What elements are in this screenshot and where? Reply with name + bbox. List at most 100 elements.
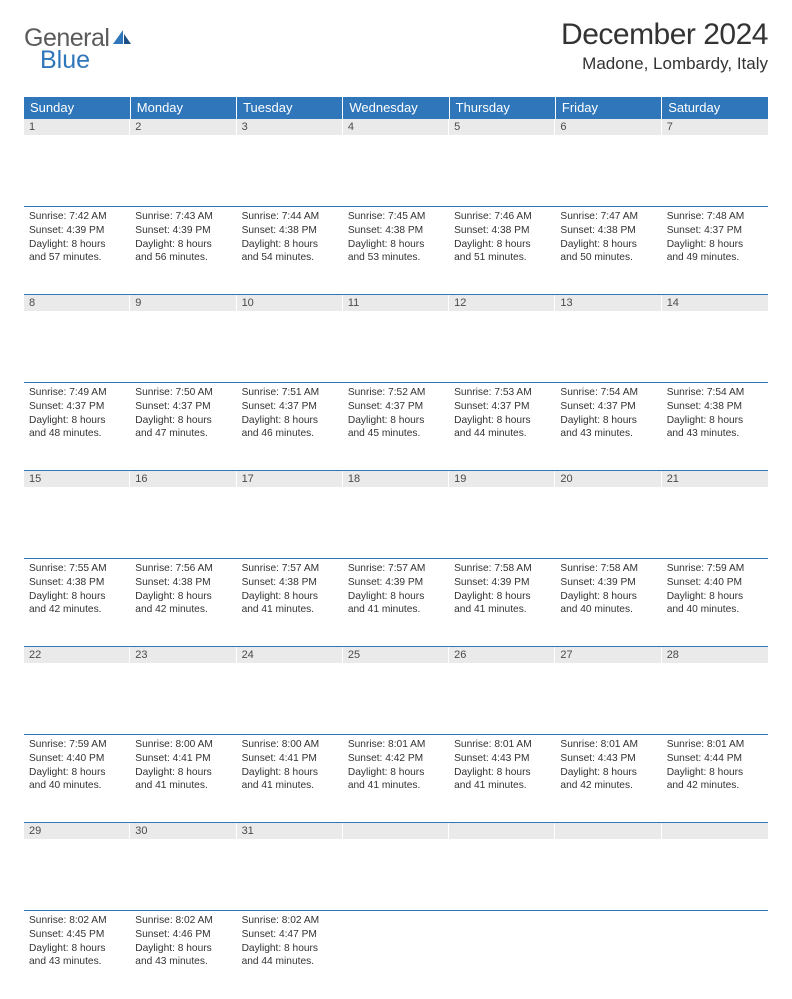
daylight-line-2: and 41 minutes.: [348, 779, 444, 793]
day-number: 14: [662, 295, 768, 311]
sunrise-line: Sunrise: 7:44 AM: [242, 210, 338, 224]
day-number: 17: [237, 471, 343, 487]
daylight-line-1: Daylight: 8 hours: [29, 414, 125, 428]
sunrise-line: Sunrise: 7:53 AM: [454, 386, 550, 400]
sunrise-line: Sunrise: 7:45 AM: [348, 210, 444, 224]
daylight-line-1: Daylight: 8 hours: [454, 590, 550, 604]
daylight-line-2: and 54 minutes.: [242, 251, 338, 265]
sunrise-line: Sunrise: 8:02 AM: [29, 914, 125, 928]
sunrise-line: Sunrise: 7:56 AM: [135, 562, 231, 576]
day-cell: Sunrise: 7:54 AMSunset: 4:37 PMDaylight:…: [555, 383, 661, 445]
daylight-line-2: and 56 minutes.: [135, 251, 231, 265]
day-number: 3: [237, 119, 343, 135]
day-cell: Sunrise: 7:49 AMSunset: 4:37 PMDaylight:…: [24, 383, 130, 445]
sunset-line: Sunset: 4:37 PM: [348, 400, 444, 414]
sunrise-line: Sunrise: 7:57 AM: [242, 562, 338, 576]
weekday-header-row: SundayMondayTuesdayWednesdayThursdayFrid…: [24, 97, 768, 119]
sunset-line: Sunset: 4:38 PM: [348, 224, 444, 238]
daylight-line-2: and 40 minutes.: [560, 603, 656, 617]
sunrise-line: Sunrise: 8:01 AM: [348, 738, 444, 752]
daylight-line-1: Daylight: 8 hours: [29, 238, 125, 252]
daylight-line-2: and 41 minutes.: [454, 603, 550, 617]
sunrise-line: Sunrise: 7:50 AM: [135, 386, 231, 400]
weekday-header: Thursday: [449, 97, 555, 119]
daynum-row: 293031: [24, 823, 768, 911]
day-number: 5: [449, 119, 555, 135]
daylight-line-2: and 49 minutes.: [667, 251, 763, 265]
sunset-line: Sunset: 4:45 PM: [29, 928, 125, 942]
day-number: 15: [24, 471, 130, 487]
daylight-line-2: and 41 minutes.: [242, 603, 338, 617]
daylight-line-2: and 42 minutes.: [560, 779, 656, 793]
daylight-line-2: and 41 minutes.: [242, 779, 338, 793]
daynum-row: 22232425262728: [24, 647, 768, 735]
day-number: [555, 823, 661, 839]
daylight-line-1: Daylight: 8 hours: [242, 238, 338, 252]
calendar-table: SundayMondayTuesdayWednesdayThursdayFrid…: [24, 97, 768, 999]
daylight-line-2: and 42 minutes.: [667, 779, 763, 793]
day-cell: Sunrise: 8:00 AMSunset: 4:41 PMDaylight:…: [130, 735, 236, 797]
day-cell: Sunrise: 8:00 AMSunset: 4:41 PMDaylight:…: [237, 735, 343, 797]
day-number: 6: [555, 119, 661, 135]
daylight-line-1: Daylight: 8 hours: [135, 238, 231, 252]
week-row: Sunrise: 7:42 AMSunset: 4:39 PMDaylight:…: [24, 207, 768, 295]
sunrise-line: Sunrise: 7:46 AM: [454, 210, 550, 224]
sunset-line: Sunset: 4:37 PM: [667, 224, 763, 238]
sunrise-line: Sunrise: 8:02 AM: [242, 914, 338, 928]
daylight-line-2: and 44 minutes.: [242, 955, 338, 969]
day-cell: Sunrise: 7:53 AMSunset: 4:37 PMDaylight:…: [449, 383, 555, 445]
daylight-line-2: and 41 minutes.: [348, 603, 444, 617]
daylight-line-1: Daylight: 8 hours: [667, 590, 763, 604]
daylight-line-2: and 53 minutes.: [348, 251, 444, 265]
day-number: 9: [130, 295, 236, 311]
daylight-line-1: Daylight: 8 hours: [667, 414, 763, 428]
daylight-line-1: Daylight: 8 hours: [29, 590, 125, 604]
day-number: [343, 823, 449, 839]
sunrise-line: Sunrise: 8:01 AM: [667, 738, 763, 752]
daylight-line-1: Daylight: 8 hours: [135, 414, 231, 428]
sunrise-line: Sunrise: 8:01 AM: [454, 738, 550, 752]
day-number: 31: [237, 823, 343, 839]
daylight-line-1: Daylight: 8 hours: [242, 590, 338, 604]
sunset-line: Sunset: 4:44 PM: [667, 752, 763, 766]
sunrise-line: Sunrise: 7:58 AM: [560, 562, 656, 576]
sunset-line: Sunset: 4:38 PM: [242, 224, 338, 238]
sunrise-line: Sunrise: 7:54 AM: [667, 386, 763, 400]
daylight-line-1: Daylight: 8 hours: [667, 766, 763, 780]
day-number: 19: [449, 471, 555, 487]
day-cell: Sunrise: 8:02 AMSunset: 4:45 PMDaylight:…: [24, 911, 130, 973]
sunset-line: Sunset: 4:37 PM: [242, 400, 338, 414]
sunset-line: Sunset: 4:39 PM: [454, 576, 550, 590]
weekday-header: Wednesday: [343, 97, 449, 119]
daylight-line-1: Daylight: 8 hours: [560, 414, 656, 428]
daylight-line-2: and 40 minutes.: [29, 779, 125, 793]
week-row: Sunrise: 8:02 AMSunset: 4:45 PMDaylight:…: [24, 911, 768, 999]
sail-icon: [111, 24, 133, 53]
sunrise-line: Sunrise: 7:59 AM: [667, 562, 763, 576]
sunset-line: Sunset: 4:39 PM: [29, 224, 125, 238]
month-title: December 2024: [561, 18, 768, 52]
daynum-row: 15161718192021: [24, 471, 768, 559]
daylight-line-1: Daylight: 8 hours: [29, 942, 125, 956]
day-number: 24: [237, 647, 343, 663]
sunset-line: Sunset: 4:39 PM: [560, 576, 656, 590]
day-cell: Sunrise: 7:43 AMSunset: 4:39 PMDaylight:…: [130, 207, 236, 269]
daylight-line-2: and 45 minutes.: [348, 427, 444, 441]
sunrise-line: Sunrise: 7:58 AM: [454, 562, 550, 576]
daylight-line-2: and 43 minutes.: [667, 427, 763, 441]
day-number: 13: [555, 295, 661, 311]
day-number: 18: [343, 471, 449, 487]
day-number: 10: [237, 295, 343, 311]
day-cell: Sunrise: 7:54 AMSunset: 4:38 PMDaylight:…: [662, 383, 768, 445]
daylight-line-1: Daylight: 8 hours: [348, 414, 444, 428]
day-number: [662, 823, 768, 839]
daylight-line-1: Daylight: 8 hours: [348, 238, 444, 252]
daylight-line-1: Daylight: 8 hours: [454, 766, 550, 780]
day-cell: Sunrise: 7:51 AMSunset: 4:37 PMDaylight:…: [237, 383, 343, 445]
daylight-line-1: Daylight: 8 hours: [135, 766, 231, 780]
sunrise-line: Sunrise: 8:02 AM: [135, 914, 231, 928]
day-number: 21: [662, 471, 768, 487]
daylight-line-1: Daylight: 8 hours: [560, 766, 656, 780]
day-cell: Sunrise: 7:50 AMSunset: 4:37 PMDaylight:…: [130, 383, 236, 445]
sunset-line: Sunset: 4:38 PM: [454, 224, 550, 238]
